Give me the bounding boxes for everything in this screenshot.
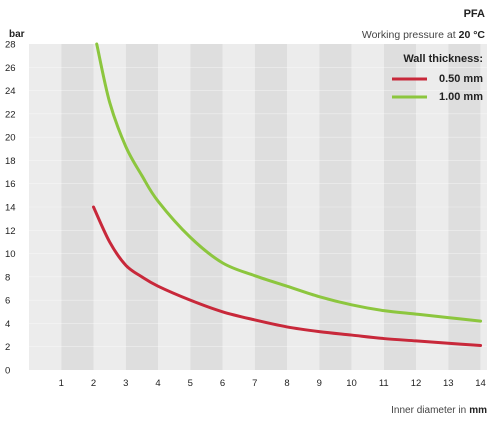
chart-subtitle-temperature: 20 °C	[459, 29, 486, 41]
legend-label-0-50-mm: 0.50 mm	[439, 73, 483, 85]
x-tick-label: 7	[252, 378, 257, 389]
x-tick-label: 6	[220, 378, 225, 389]
y-tick-label: 4	[5, 319, 10, 330]
y-tick-label: 28	[5, 40, 16, 51]
y-tick-label: 16	[5, 179, 16, 190]
x-axis-label-text: Inner diameter in	[391, 405, 466, 416]
series-line-0-50-mm	[92, 205, 483, 348]
y-tick-label: 2	[5, 342, 10, 353]
x-tick-labels: 1 2 3 4 5 6 7 8 9 10 11 12 13 14	[59, 378, 486, 389]
x-axis-label: Inner diameter in mm	[391, 405, 487, 416]
x-tick-label: 1	[59, 378, 64, 389]
y-tick-label: 10	[5, 249, 16, 260]
legend-label-1-00-mm: 1.00 mm	[439, 91, 483, 103]
y-tick-label: 26	[5, 63, 16, 74]
legend-title: Wall thickness:	[403, 53, 483, 65]
x-tick-label: 4	[155, 378, 160, 389]
y-tick-label: 0	[5, 366, 10, 377]
x-tick-label: 2	[91, 378, 96, 389]
x-axis-label-unit: mm	[469, 405, 487, 416]
x-tick-label: 5	[188, 378, 193, 389]
series-line-1-00-mm	[95, 42, 483, 323]
x-tick-label: 8	[284, 378, 289, 389]
x-tick-label: 11	[379, 378, 389, 389]
y-tick-label: 8	[5, 272, 10, 283]
y-tick-label: 18	[5, 156, 16, 167]
series-layer	[92, 42, 483, 348]
y-tick-label: 12	[5, 226, 16, 237]
legend: Wall thickness: 0.50 mm 1.00 mm	[392, 53, 483, 103]
chart-title: PFA	[464, 8, 485, 20]
y-tick-label: 14	[5, 203, 16, 214]
y-tick-label: 6	[5, 296, 10, 307]
x-tick-label: 10	[346, 378, 357, 389]
y-tick-label: 22	[5, 109, 16, 120]
y-tick-label: 24	[5, 86, 16, 97]
x-tick-label: 9	[317, 378, 322, 389]
x-tick-label: 12	[411, 378, 422, 389]
y-axis-label: bar	[9, 29, 25, 40]
chart-subtitle: Working pressure at 20 °C	[362, 29, 486, 41]
x-tick-label: 13	[443, 378, 454, 389]
chart-subtitle-text: Working pressure at	[362, 29, 456, 41]
x-tick-label: 14	[475, 378, 486, 389]
x-tick-label: 3	[123, 378, 128, 389]
y-tick-label: 20	[5, 133, 16, 144]
